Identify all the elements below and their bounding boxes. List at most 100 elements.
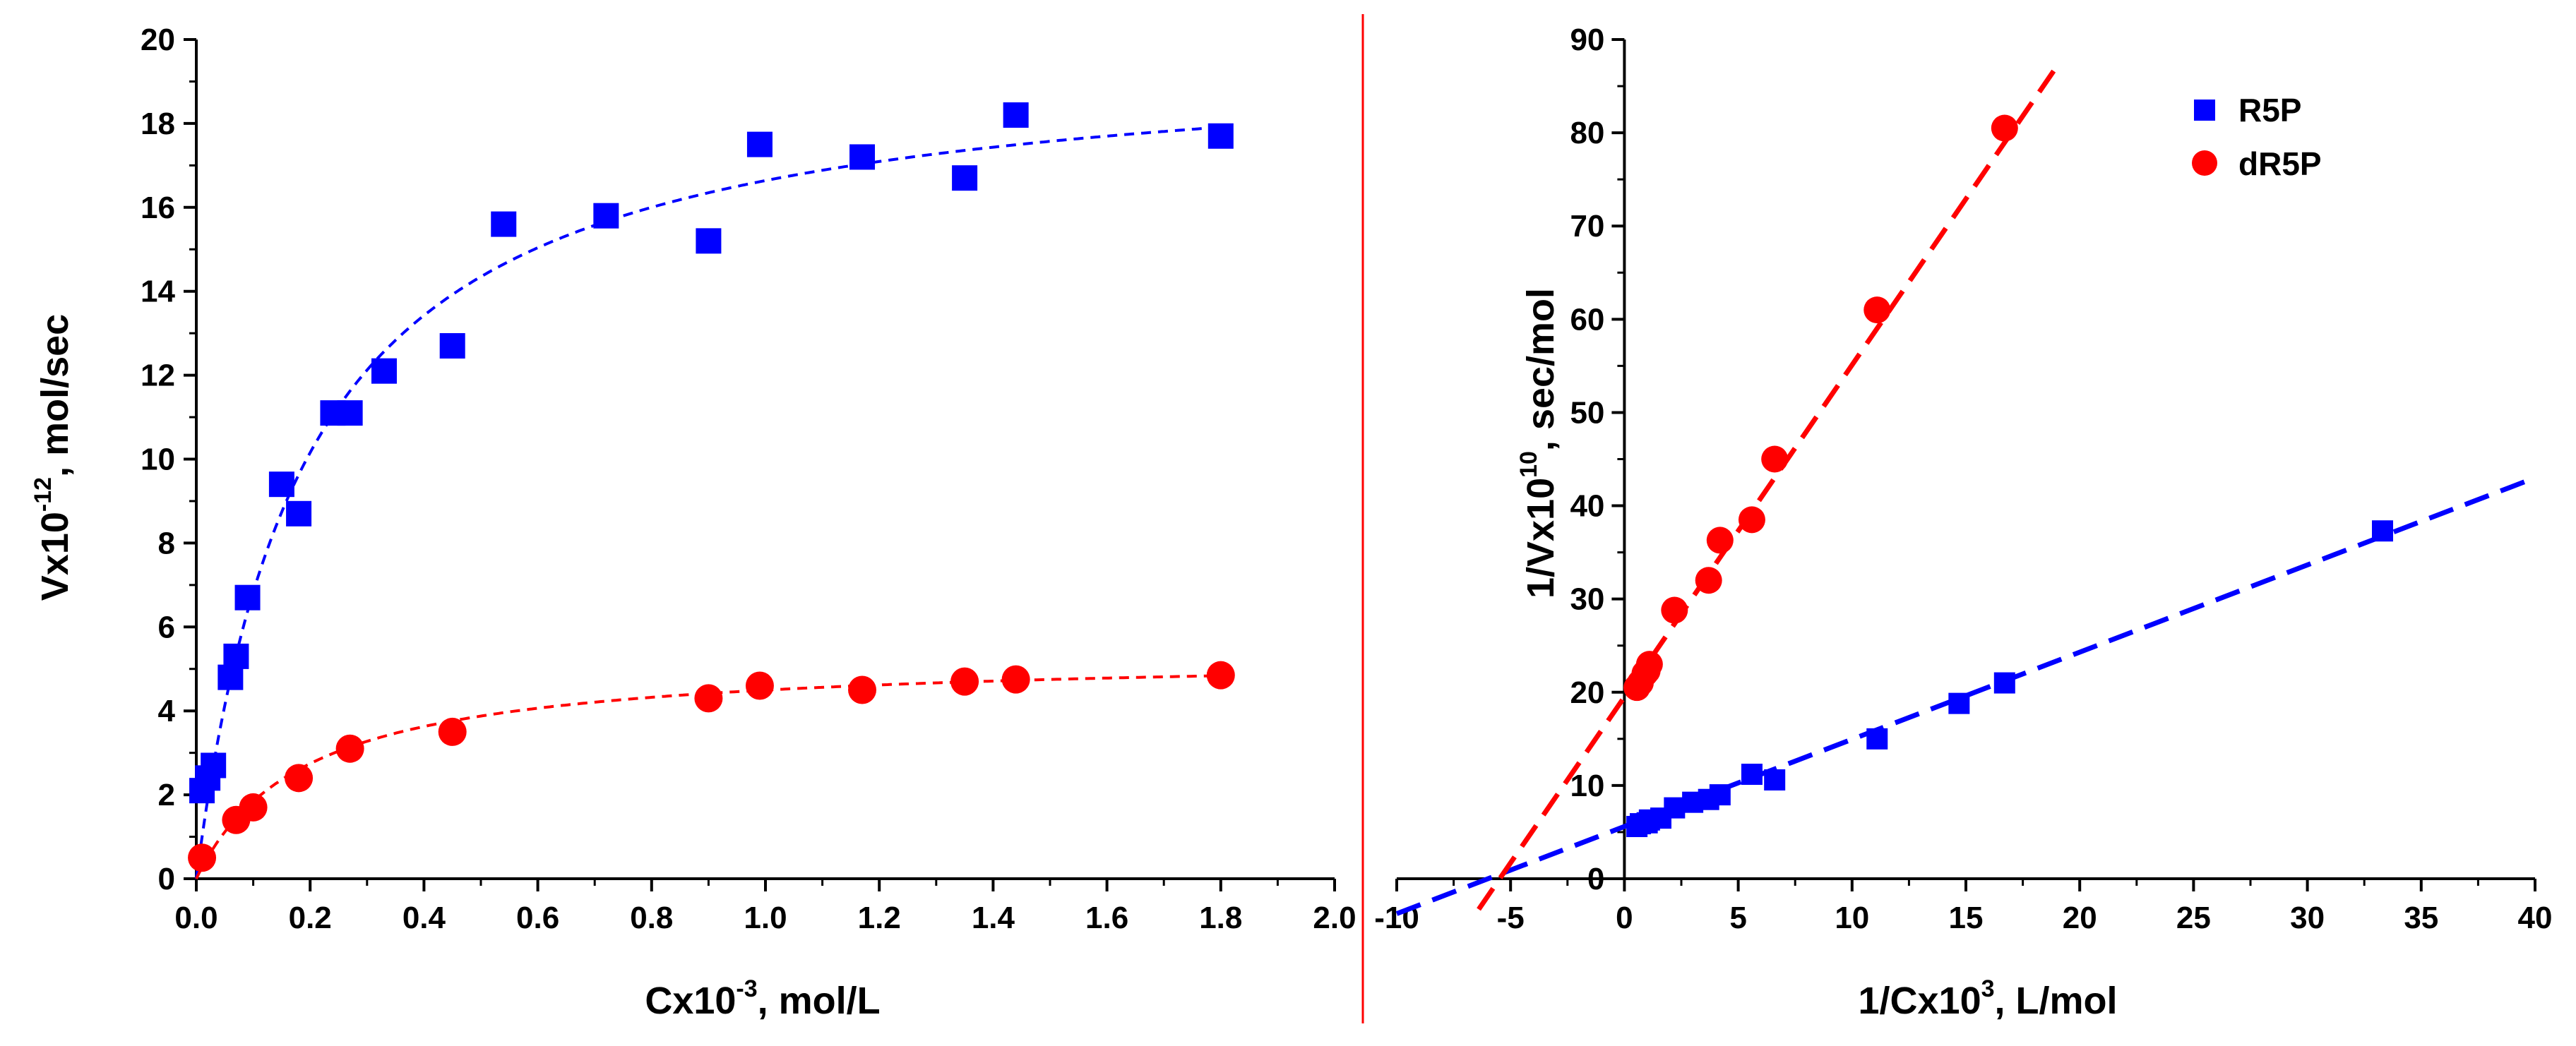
data-point-dr5p — [335, 734, 364, 763]
right-x-tick-label: 20 — [2063, 901, 2097, 935]
legend-r5p-marker — [2194, 100, 2215, 121]
data-point-r5p — [2371, 520, 2393, 542]
data-point-r5p — [1993, 672, 2015, 694]
right-x-tick-label: 35 — [2404, 901, 2438, 935]
data-point-r5p — [286, 500, 312, 527]
left-y-tick-label: 2 — [158, 778, 175, 812]
left-y-tick-label: 6 — [158, 610, 175, 644]
data-point-r5p — [952, 165, 978, 191]
right-x-tick-label: 40 — [2518, 901, 2553, 935]
data-point-dr5p — [1738, 506, 1765, 534]
data-point-dr5p — [438, 717, 467, 746]
left-x-tick-label: 1.2 — [858, 901, 901, 935]
right-x-tick-label: 0 — [1616, 901, 1633, 935]
data-point-dr5p — [848, 675, 877, 704]
fit-curve-dr5p — [195, 674, 1221, 879]
right-y-tick-label: 90 — [1570, 23, 1604, 57]
right-x-tick-label: 5 — [1729, 901, 1746, 935]
right-y-tick-label: 70 — [1570, 209, 1604, 244]
data-point-r5p — [268, 471, 294, 498]
left-fit-curves — [195, 126, 1221, 879]
data-point-dr5p — [1001, 665, 1030, 694]
legend: R5P dR5P — [2192, 92, 2322, 182]
right-data-points — [1623, 114, 2393, 838]
right-y-tick-label: 30 — [1570, 582, 1604, 617]
data-point-r5p — [746, 131, 773, 157]
left-y-axis-title: Vx10-12, mol/sec — [30, 314, 76, 601]
data-point-dr5p — [1661, 596, 1688, 624]
right-y-tick-label: 0 — [1587, 862, 1604, 896]
left-data-points — [188, 102, 1235, 872]
lineweaver-burk-plot: -10 -5 0 5 10 15 20 25 30 35 400102030405060708090… — [1374, 23, 2552, 1022]
right-x-tick-label: 15 — [1949, 901, 1984, 935]
data-point-r5p — [1208, 123, 1234, 149]
right-y-tick-label: 80 — [1570, 116, 1604, 150]
data-point-r5p — [491, 211, 517, 237]
data-point-r5p — [849, 144, 876, 170]
data-point-r5p — [1664, 797, 1686, 819]
data-point-r5p — [234, 584, 261, 611]
data-point-dr5p — [1206, 661, 1235, 690]
left-y-tick-label: 16 — [141, 191, 175, 225]
data-point-dr5p — [1864, 296, 1891, 324]
data-point-dr5p — [188, 843, 217, 872]
data-point-r5p — [1948, 692, 1970, 714]
right-x-axis-title: 1/Cx103, L/mol — [1858, 975, 2117, 1022]
right-fit-lines — [1395, 64, 2536, 916]
data-point-r5p — [439, 332, 465, 359]
data-point-r5p — [593, 203, 619, 229]
right-x-tick-label: -5 — [1497, 901, 1525, 935]
left-x-tick-label: 0.8 — [630, 901, 673, 935]
data-point-dr5p — [1635, 651, 1663, 678]
data-point-dr5p — [1991, 114, 2018, 142]
left-y-tick-label: 20 — [141, 23, 175, 57]
left-x-tick-label: 0.4 — [402, 901, 446, 935]
right-x-tick-label: 30 — [2290, 901, 2325, 935]
data-point-dr5p — [694, 684, 723, 713]
data-point-r5p — [1709, 784, 1731, 806]
data-point-r5p — [1866, 728, 1888, 750]
left-y-tick-label: 8 — [158, 526, 175, 560]
left-y-tick-label: 10 — [141, 443, 175, 477]
data-point-dr5p — [1761, 445, 1789, 473]
left-y-tick-label: 18 — [141, 107, 175, 141]
left-x-tick-label: 1.4 — [972, 901, 1015, 935]
data-point-dr5p — [239, 793, 268, 822]
michaelis-menten-plot: 0.0 0.2 0.4 0.6 0.8 1.0 1.2 1.4 1.6 1.8 2.0 0 2 4 6 8 10… — [30, 23, 1356, 1022]
left-y-tick-label: 12 — [141, 359, 175, 393]
fit-curve-r5p — [195, 126, 1221, 879]
data-point-r5p — [223, 643, 249, 669]
legend-dr5p-label: dR5P — [2238, 145, 2322, 182]
data-point-dr5p — [745, 671, 774, 700]
right-y-tick-label: 10 — [1570, 769, 1604, 803]
left-x-tick-label: 1.0 — [744, 901, 787, 935]
left-x-tick-label: 1.6 — [1085, 901, 1128, 935]
fit-line-dr5p — [1477, 64, 2059, 911]
right-y-tick-label: 20 — [1570, 675, 1604, 710]
data-point-dr5p — [1695, 567, 1722, 594]
fit-line-r5p — [1395, 475, 2536, 916]
left-x-tick-label: 0.2 — [289, 901, 332, 935]
right-y-tick-label: 50 — [1570, 395, 1604, 430]
left-x-axis-title: Cx10-3, mol/L — [645, 975, 880, 1022]
right-y-tick-label: 60 — [1570, 302, 1604, 337]
left-y-tick-label: 14 — [141, 275, 175, 309]
data-point-dr5p — [950, 667, 979, 696]
data-point-dr5p — [1706, 527, 1734, 554]
legend-r5p-label: R5P — [2238, 92, 2301, 128]
data-point-r5p — [696, 228, 722, 254]
data-point-r5p — [1003, 102, 1029, 128]
right-x-tick-label: 25 — [2176, 901, 2211, 935]
legend-dr5p-marker — [2192, 150, 2217, 176]
data-point-r5p — [201, 752, 227, 779]
left-y-tick-label: 4 — [158, 694, 176, 728]
data-point-r5p — [337, 400, 363, 426]
left-axes: 0.0 0.2 0.4 0.6 0.8 1.0 1.2 1.4 1.6 1.8 2.0 0 2 4 6 8 10… — [141, 23, 1356, 935]
right-y-axis-title: 1/Vx1010, sec/mol — [1515, 288, 1562, 599]
data-point-r5p — [1764, 769, 1786, 790]
right-x-tick-label: 10 — [1835, 901, 1869, 935]
left-x-tick-label: 0.6 — [516, 901, 559, 935]
left-x-tick-label: 1.8 — [1199, 901, 1242, 935]
